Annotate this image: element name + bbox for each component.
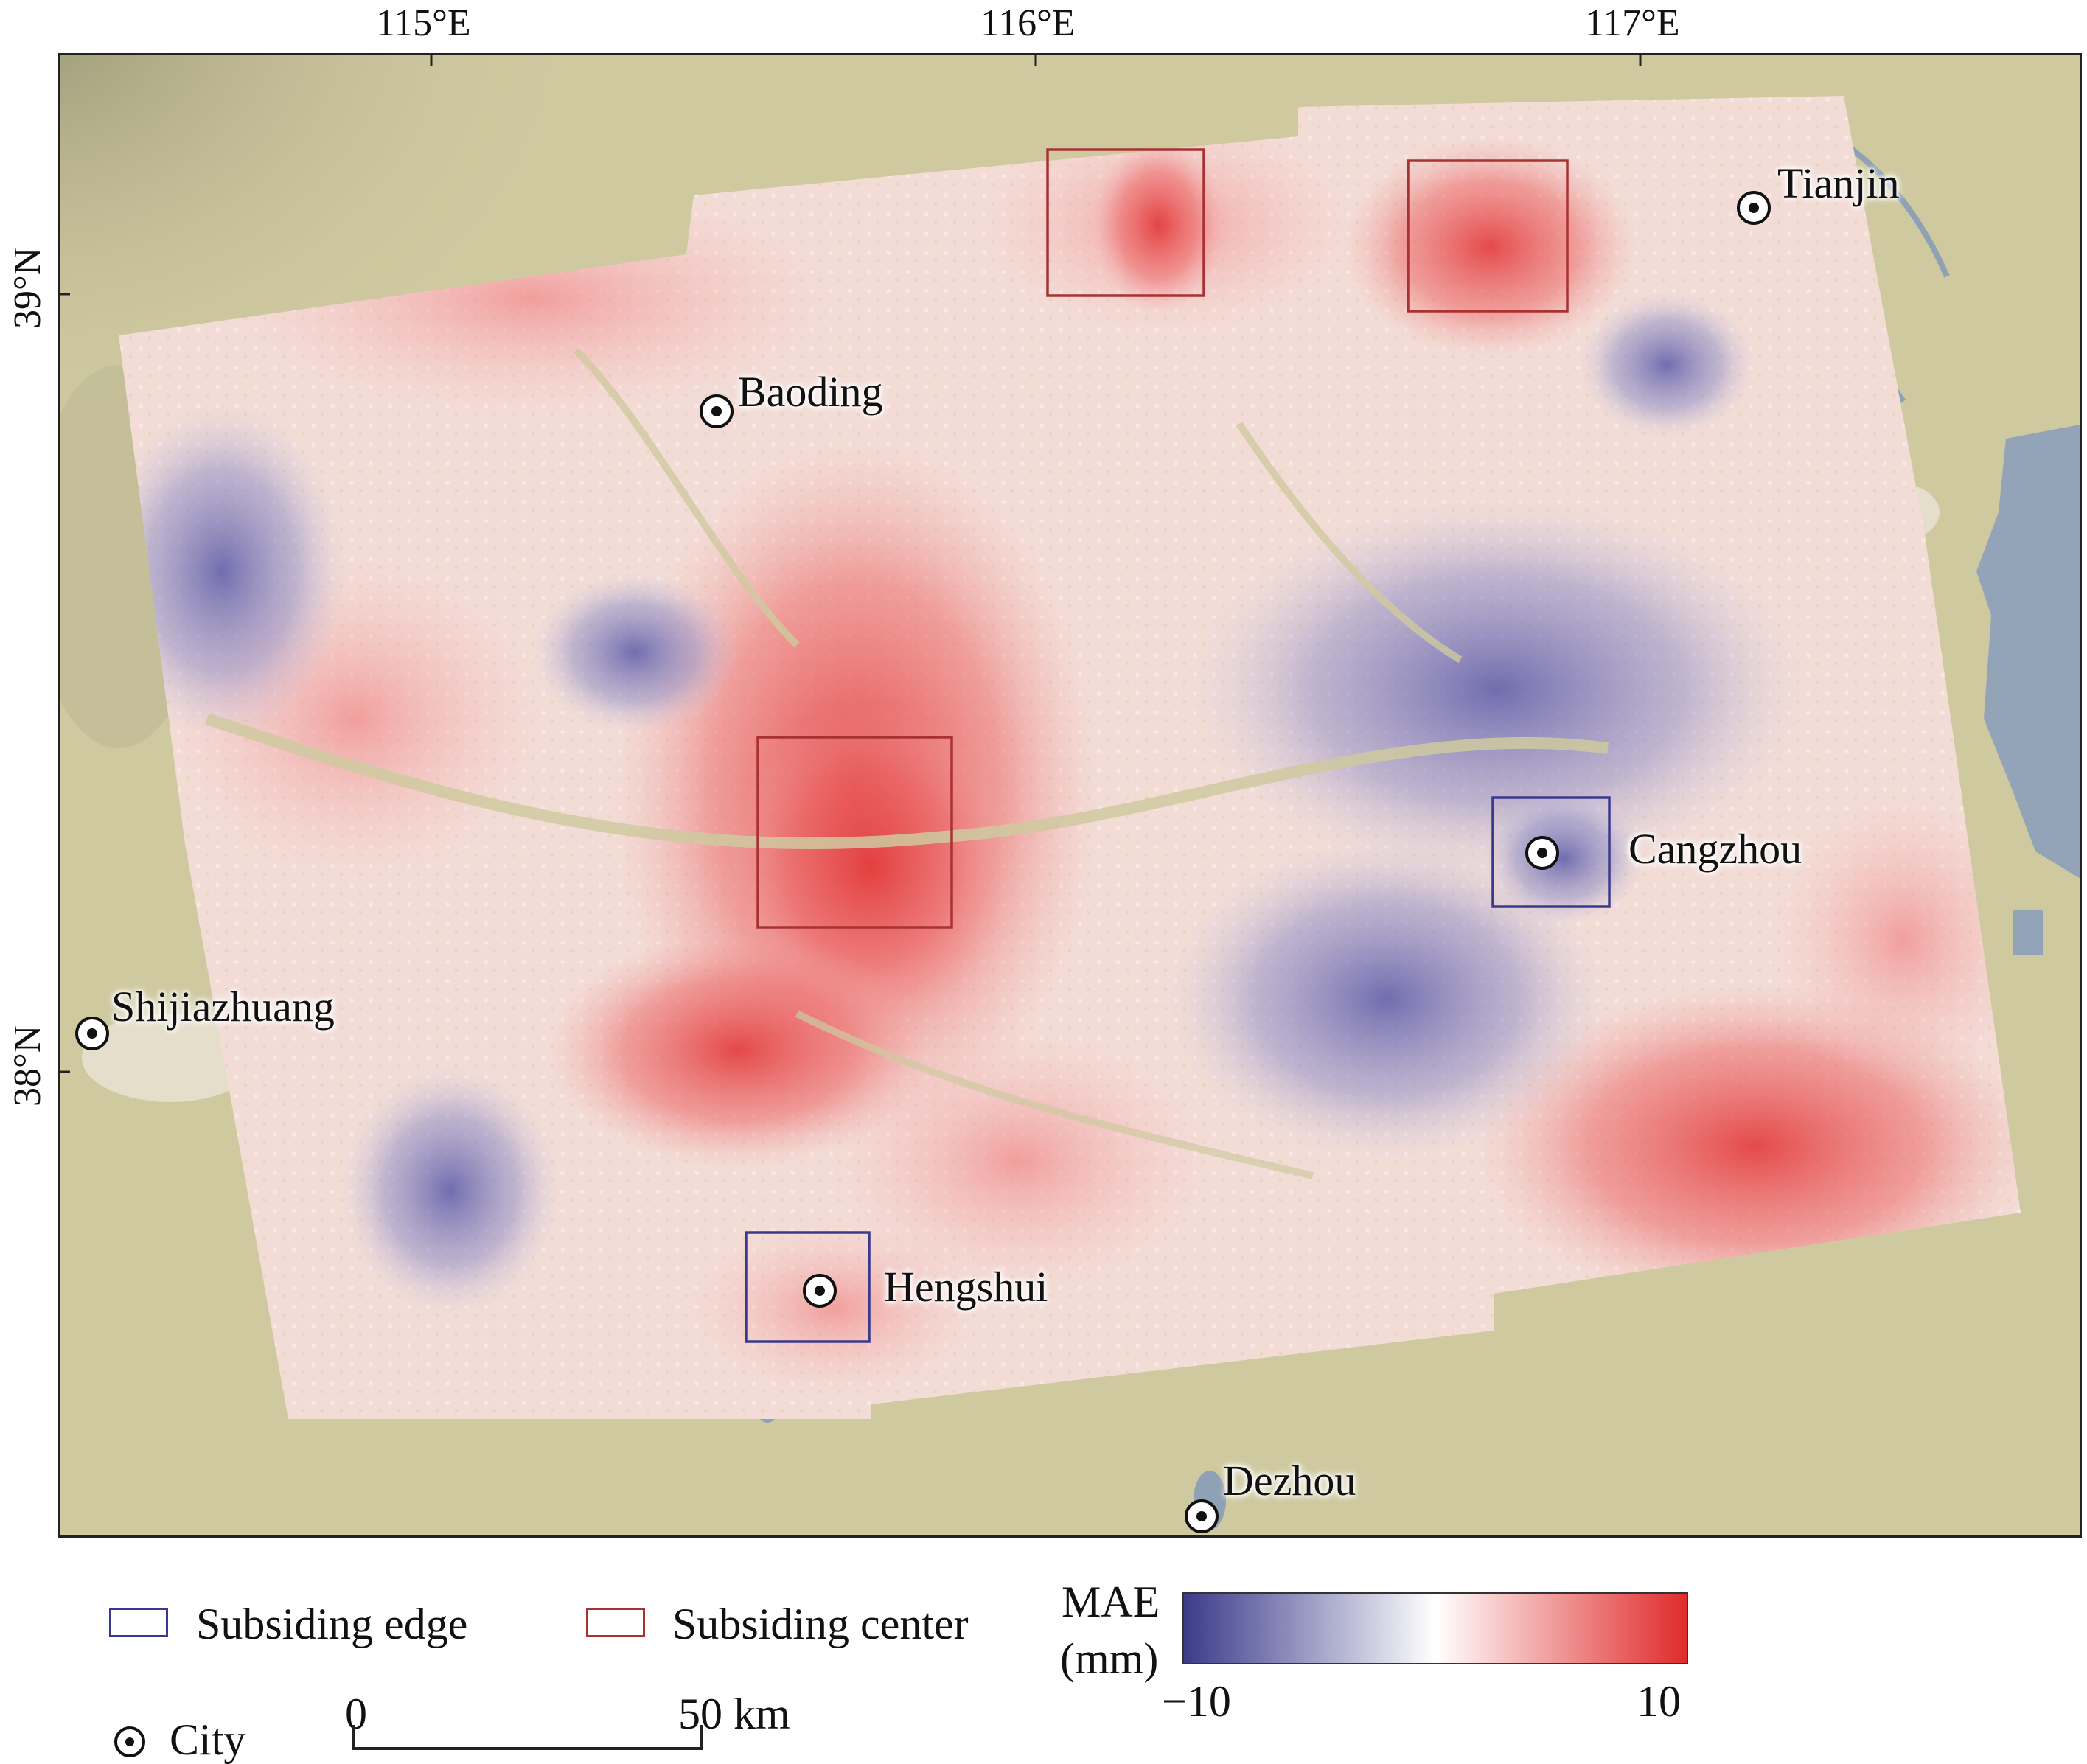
city-marker-tianjin [1737,191,1771,225]
city-marker-baoding [700,394,734,428]
map-frame: Tianjin Baoding Cangzhou Shijiazhuang He… [58,53,2082,1538]
subsiding-center-box [756,736,953,929]
scale-bar-start-label: 0 [345,1690,367,1738]
city-marker-shijiazhuang [75,1017,109,1050]
city-label-shijiazhuang: Shijiazhuang [111,983,335,1031]
graticule-ticks [60,55,1642,1073]
city-label-hengshui: Hengshui [884,1263,1048,1311]
city-label-cangzhou: Cangzhou [1628,825,1802,873]
lon-label-116: 116°E [980,2,1076,44]
legend-center-label: Subsiding center [672,1600,969,1648]
city-label-baoding: Baoding [738,368,883,416]
lat-label-39: 39°N [7,247,49,329]
subsiding-center-box [1046,148,1205,297]
scale-bar-end-label: 50 km [678,1690,790,1738]
city-markers [75,191,1771,1533]
legend-city-icon [114,1726,145,1757]
city-marker-hengshui [803,1274,837,1308]
colorbar-title-line2: (mm) [1060,1634,1159,1683]
legend-edge-label: Subsiding edge [196,1600,468,1648]
colorbar [1182,1592,1688,1664]
city-label-dezhou: Dezhou [1223,1457,1356,1505]
subsiding-edge-box [745,1231,871,1343]
legend-edge-swatch [109,1608,168,1637]
lon-label-117: 117°E [1585,2,1680,44]
lon-label-115: 115°E [376,2,471,44]
map-canvas [60,55,2080,1535]
subsiding-edge-box [1491,796,1611,908]
colorbar-max-label: 10 [1637,1677,1681,1726]
colorbar-min-label: −10 [1162,1677,1231,1726]
legend-city-label: City [170,1715,246,1764]
legend-center-swatch [586,1608,645,1637]
subsiding-center-box [1407,159,1569,313]
city-label-tianjin: Tianjin [1777,159,1900,207]
city-marker-cangzhou [1525,836,1559,870]
colorbar-title-line1: MAE [1062,1578,1160,1626]
lat-label-38: 38°N [7,1025,49,1106]
city-marker-dezhou [1185,1499,1219,1533]
scale-bar [352,1725,703,1750]
